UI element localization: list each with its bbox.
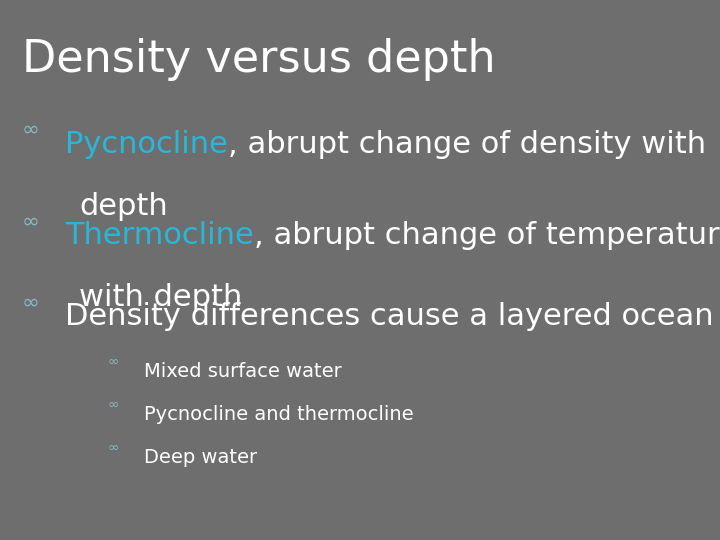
Text: Thermocline: Thermocline	[65, 221, 253, 251]
Text: ∞: ∞	[22, 119, 40, 140]
Text: Density versus depth: Density versus depth	[22, 38, 495, 81]
Text: ∞: ∞	[22, 292, 40, 313]
Text: Density: Density	[65, 302, 181, 332]
Text: , abrupt change of temperature: , abrupt change of temperature	[253, 221, 720, 251]
Text: Pycnocline and thermocline: Pycnocline and thermocline	[144, 405, 413, 424]
Text: ∞: ∞	[108, 441, 120, 455]
Text: with depth: with depth	[79, 284, 243, 313]
Text: Mixed surface water: Mixed surface water	[144, 362, 342, 381]
Text: Pycnocline: Pycnocline	[65, 130, 228, 159]
Text: depth: depth	[79, 192, 168, 221]
Text: ∞: ∞	[108, 355, 120, 369]
Text: , abrupt change of density with: , abrupt change of density with	[228, 130, 706, 159]
Text: differences cause a layered ocean: differences cause a layered ocean	[181, 302, 714, 332]
Text: ∞: ∞	[108, 398, 120, 412]
Text: Deep water: Deep water	[144, 448, 257, 467]
Text: ∞: ∞	[22, 211, 40, 232]
